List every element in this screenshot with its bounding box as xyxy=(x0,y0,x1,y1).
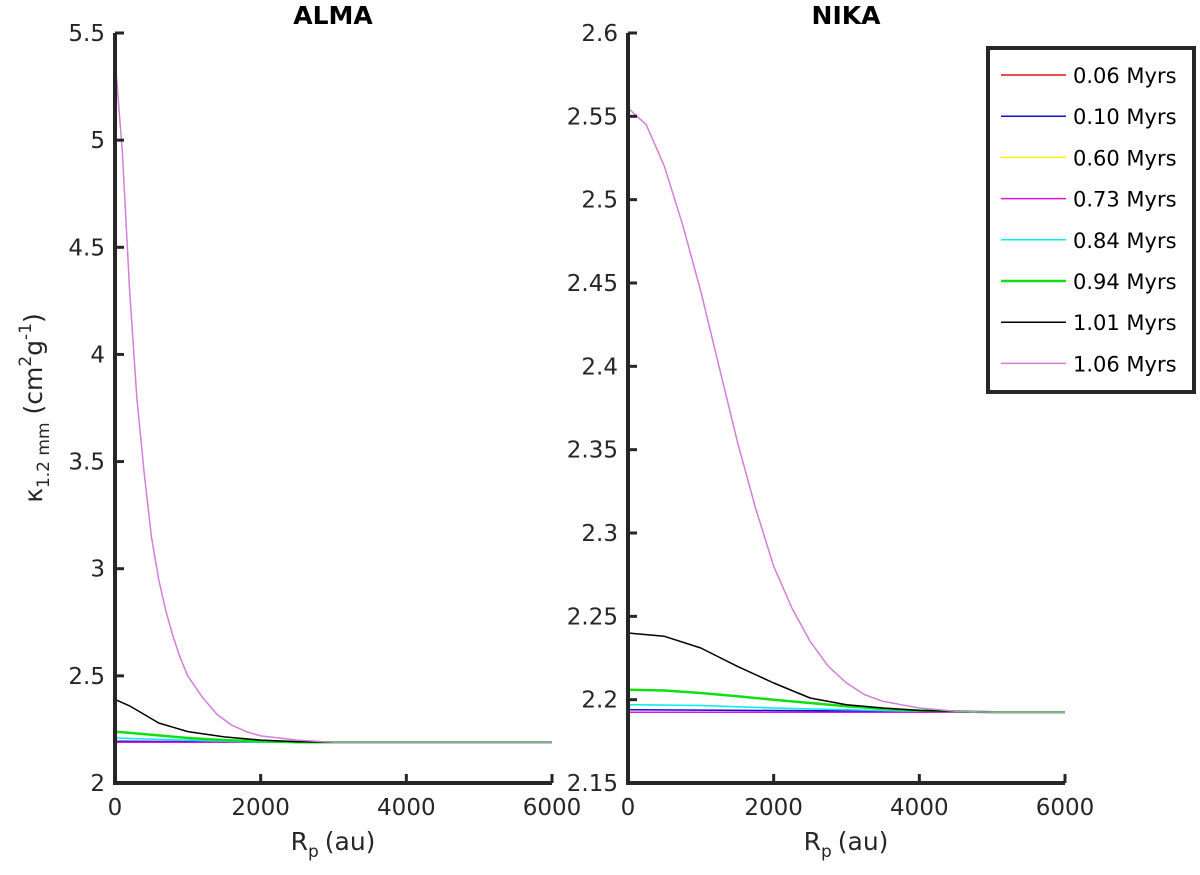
nika-y-tick-label: 2.35 xyxy=(567,438,618,464)
legend-entry-label: 0.06 Myrs xyxy=(1073,64,1177,88)
nika-y-tick-label: 2.2 xyxy=(581,688,618,714)
alma-y-axis-label: κ1.2 mm(cm2g-1) xyxy=(16,313,54,503)
nika-panel: NIKA 2.15 2.2 2.25 2.3 2.35 2.4 2.45 2.5 2.55 2.6… xyxy=(567,1,1094,862)
nika-y-tick-label: 2.5 xyxy=(581,188,618,214)
alma-y-tick-label: 5.5 xyxy=(68,21,105,47)
legend-entry-label: 0.94 Myrs xyxy=(1073,270,1177,294)
alma-x-tick-label: 4000 xyxy=(377,795,436,821)
legend-entry-label: 1.06 Myrs xyxy=(1073,352,1177,376)
nika-title: NIKA xyxy=(812,1,882,30)
nika-series-line-1-06-myrs xyxy=(627,107,1065,713)
alma-y-tick-label: 4.5 xyxy=(68,235,105,261)
nika-y-tick-label: 2.45 xyxy=(567,271,618,297)
nika-y-tick-label: 2.15 xyxy=(567,771,618,797)
alma-y-tick-label: 2.5 xyxy=(68,664,105,690)
nika-y-tick-label: 2.4 xyxy=(581,354,618,380)
alma-y-tick-label: 4 xyxy=(90,342,105,368)
alma-x-tick-label: 0 xyxy=(108,795,123,821)
nika-x-tick-label: 6000 xyxy=(1036,795,1095,821)
alma-x-tick-label: 6000 xyxy=(523,795,582,821)
nika-x-axis-label: Rp (au) xyxy=(804,827,889,862)
alma-x-tick-label: 2000 xyxy=(231,795,290,821)
legend-entry-label: 0.10 Myrs xyxy=(1073,105,1177,129)
nika-y-tick-label: 2.6 xyxy=(581,21,618,47)
alma-panel: ALMA 2 2.5 3 3.5 4 4.5 5 5.5 0 2000 4000 6000 Rp (au… xyxy=(16,1,581,862)
alma-series-line-1-06-myrs xyxy=(114,58,552,744)
legend-entry-label: 1.01 Myrs xyxy=(1073,311,1177,335)
alma-y-tick-label: 3.5 xyxy=(68,450,105,476)
nika-x-tick-label: 4000 xyxy=(890,795,949,821)
alma-title: ALMA xyxy=(293,1,373,30)
legend: 0.06 Myrs 0.10 Myrs 0.60 Myrs 0.73 Myrs 0.84… xyxy=(986,46,1196,394)
alma-x-axis-label: Rp (au) xyxy=(291,827,376,862)
nika-y-tick-label: 2.3 xyxy=(581,521,618,547)
nika-x-tick-label: 0 xyxy=(621,795,636,821)
legend-entry-label: 0.84 Myrs xyxy=(1073,229,1177,253)
alma-series-lines xyxy=(114,58,552,744)
nika-y-tick-label: 2.25 xyxy=(567,604,618,630)
alma-y-tick-label: 5 xyxy=(90,128,105,154)
legend-entry-label: 0.60 Myrs xyxy=(1073,146,1177,170)
alma-y-tick-label: 3 xyxy=(90,557,105,583)
legend-entry-label: 0.73 Myrs xyxy=(1073,188,1177,212)
nika-series-lines xyxy=(627,107,1066,714)
nika-y-tick-label: 2.55 xyxy=(567,104,618,130)
alma-series-line-1-01-myrs xyxy=(114,698,552,744)
alma-y-tick-label: 2 xyxy=(90,771,105,797)
nika-x-tick-label: 2000 xyxy=(744,795,803,821)
legend-box xyxy=(986,46,1196,394)
